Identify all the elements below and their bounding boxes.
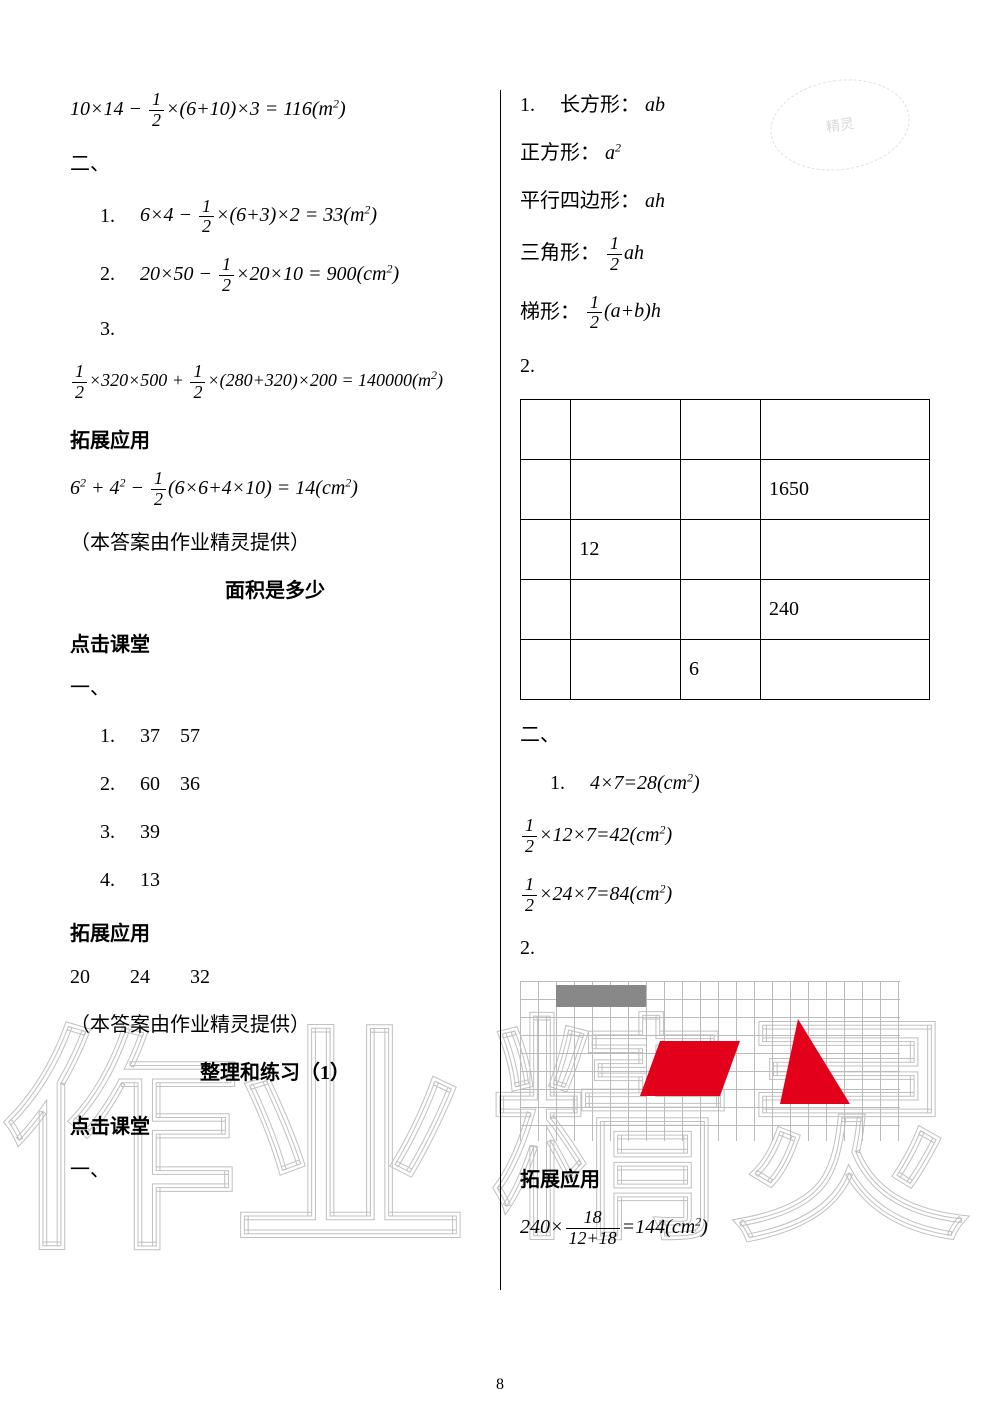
cell <box>571 400 681 460</box>
cell: 12 <box>571 520 681 580</box>
cell <box>571 580 681 640</box>
b1-eq3: 12×24×7=84(cm2) <box>520 875 930 916</box>
tuozhan-eq-1: 62 + 42 − 12(6×6+4×10) = 14(cm2) <box>70 469 480 510</box>
cell <box>681 580 761 640</box>
para-line: 平行四边形： ah <box>520 186 930 216</box>
a4: 4. 13 <box>70 865 480 895</box>
rect-label: 长方形： <box>560 94 640 116</box>
title-zl: 整理和练习（1） <box>70 1058 480 1088</box>
data-table: 1650 12 240 6 <box>520 399 930 700</box>
table-row: 1650 <box>521 460 930 520</box>
grid-drawing <box>520 981 900 1141</box>
cell <box>681 400 761 460</box>
a4-label: 4. <box>100 869 115 891</box>
two-1-label: 1. <box>100 204 115 226</box>
cell <box>761 520 930 580</box>
a2-label: 2. <box>100 773 115 795</box>
tz-eq-right: 240×1812+18=144(cm2) <box>520 1208 930 1249</box>
square-line: 正方形： a2 <box>520 138 930 168</box>
two-3-label-line: 3. <box>70 314 480 344</box>
equation-1: 10×14 − 12×(6+10)×3 = 116(m2) <box>70 90 480 131</box>
trap-line: 梯形： 12(a+b)h <box>520 293 930 334</box>
dianji-2: 点击课堂 <box>70 1110 480 1139</box>
tz-vals: 20 24 32 <box>70 962 480 992</box>
trap-label: 梯形： <box>520 300 580 322</box>
provided-note-2: （本答案由作业精灵提供） <box>70 1010 480 1040</box>
a1-val: 37 57 <box>140 725 200 747</box>
provided-note-1: （本答案由作业精灵提供） <box>70 528 480 558</box>
b1: 1. 4×7=28(cm2) <box>520 768 930 798</box>
one2-label: 一、 <box>70 1155 480 1185</box>
cell: 1650 <box>761 460 930 520</box>
tuozhan-title-2: 拓展应用 <box>70 917 480 946</box>
a4-val: 13 <box>140 869 160 891</box>
square-label: 正方形： <box>520 142 600 164</box>
two-2: 2. 20×50 − 12×20×10 = 900(cm2) <box>70 255 480 296</box>
a1: 1. 37 57 <box>70 721 480 751</box>
cell <box>521 460 571 520</box>
a2-val: 60 36 <box>140 773 200 795</box>
one-label: 一、 <box>70 673 480 703</box>
b2-label: 2. <box>520 933 930 963</box>
a2: 2. 60 36 <box>70 769 480 799</box>
cell: 240 <box>761 580 930 640</box>
left-column: 10×14 − 12×(6+10)×3 = 116(m2) 二、 1. 6×4 … <box>70 90 500 1374</box>
two-3-label: 3. <box>100 318 115 340</box>
tri-label: 三角形： <box>520 242 600 264</box>
cell <box>681 460 761 520</box>
cell <box>521 580 571 640</box>
tri-line: 三角形： 12ah <box>520 234 930 275</box>
b1-label: 1. <box>550 772 565 794</box>
tuozhan-title-1: 拓展应用 <box>70 424 480 453</box>
cell <box>521 520 571 580</box>
a3-val: 39 <box>140 821 160 843</box>
two-1: 1. 6×4 − 12×(6+3)×2 = 33(m2) <box>70 197 480 238</box>
a1-label: 1. <box>100 725 115 747</box>
table-row: 12 <box>521 520 930 580</box>
rect-formula: ab <box>645 94 665 116</box>
r1: 1. 长方形： ab <box>520 90 930 120</box>
table-row: 6 <box>521 640 930 700</box>
para-formula: ah <box>645 190 665 212</box>
red-triangle <box>780 1019 850 1104</box>
right-column: 1. 长方形： ab 正方形： a2 平行四边形： ah 三角形： 12ah 梯… <box>500 90 930 1374</box>
para-label: 平行四边形： <box>520 190 640 212</box>
cell <box>571 640 681 700</box>
cell <box>761 640 930 700</box>
gray-rectangle <box>556 985 646 1007</box>
table-row: 240 <box>521 580 930 640</box>
title-area: 面积是多少 <box>70 576 480 606</box>
dianji-1: 点击课堂 <box>70 628 480 657</box>
tuozhan-right: 拓展应用 <box>520 1163 930 1192</box>
cell <box>681 520 761 580</box>
a3: 3. 39 <box>70 817 480 847</box>
two-3: 12×320×500 + 12×(280+320)×200 = 140000(m… <box>70 362 480 403</box>
table-row <box>521 400 930 460</box>
cell <box>761 400 930 460</box>
cell <box>571 460 681 520</box>
r2-label: 2. <box>520 351 930 381</box>
cell: 6 <box>681 640 761 700</box>
section-two: 二、 <box>70 149 480 179</box>
two-label-right: 二、 <box>520 720 930 750</box>
two-2-label: 2. <box>100 263 115 285</box>
r1-label: 1. <box>520 94 535 116</box>
page-number: 8 <box>0 1376 1000 1394</box>
a3-label: 3. <box>100 821 115 843</box>
cell <box>521 640 571 700</box>
b1-eq2: 12×12×7=42(cm2) <box>520 816 930 857</box>
cell <box>521 400 571 460</box>
red-parallelogram <box>640 1041 740 1096</box>
page-container: 10×14 − 12×(6+10)×3 = 116(m2) 二、 1. 6×4 … <box>0 0 1000 1414</box>
